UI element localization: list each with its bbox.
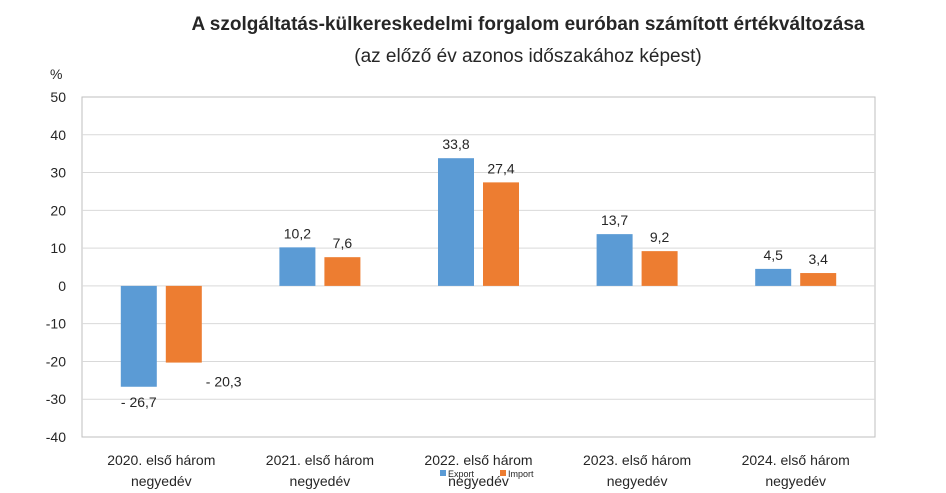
bar-import-5 (800, 273, 837, 286)
x-category-label: negyedév (448, 473, 509, 489)
data-label-import-4: 9,2 (650, 229, 670, 245)
data-label-export-5: 4,5 (763, 247, 783, 263)
y-tick-label: 0 (58, 278, 66, 294)
y-tick-label: -20 (46, 353, 66, 369)
data-label-import-2: 7,6 (333, 235, 353, 251)
data-label-import-5: 3,4 (808, 251, 828, 267)
bar-export-4 (596, 234, 633, 286)
chart-title: A szolgáltatás-külkereskedelmi forgalom … (191, 14, 865, 35)
y-tick-label: 50 (50, 89, 66, 105)
legend-label-export: Export (448, 469, 475, 479)
legend-swatch-import (500, 470, 506, 476)
bar-export-1 (120, 285, 157, 387)
y-tick-label: 30 (50, 165, 66, 181)
x-category-label: negyedév (290, 473, 351, 489)
data-label-export-1: - 26,7 (121, 394, 157, 410)
legend-swatch-export (440, 470, 446, 476)
y-tick-label: -10 (46, 316, 66, 332)
x-category-label: negyedév (765, 473, 826, 489)
x-category-label: 2022. első három (424, 452, 532, 468)
bar-import-1 (165, 285, 202, 363)
bar-export-2 (279, 247, 316, 286)
data-label-export-2: 10,2 (284, 225, 311, 241)
data-label-import-1: - 20,3 (206, 374, 242, 390)
y-tick-label: -40 (46, 429, 66, 445)
x-category-label: negyedév (607, 473, 668, 489)
plot-frame (81, 96, 876, 438)
y-tick-label: 20 (50, 202, 66, 218)
data-label-import-3: 27,4 (487, 160, 514, 176)
data-label-export-4: 13,7 (601, 212, 628, 228)
legend-label-import: Import (508, 469, 534, 479)
bar-export-3 (438, 158, 474, 286)
x-category-label: 2020. első három (107, 452, 215, 468)
x-category-label: negyedév (131, 473, 192, 489)
x-category-label: 2023. első három (583, 452, 691, 468)
x-category-label: 2024. első három (742, 452, 850, 468)
bar-import-4 (641, 251, 678, 286)
y-tick-label: 10 (50, 240, 66, 256)
y-tick-label: -30 (46, 391, 66, 407)
y-axis-unit-label: % (50, 66, 62, 82)
bar-import-3 (483, 182, 519, 286)
chart-subtitle: (az előző év azonos időszakához képest) (354, 46, 702, 67)
bar-export-5 (755, 268, 792, 286)
y-tick-label: 40 (50, 127, 66, 143)
x-category-label: 2021. első három (266, 452, 374, 468)
bar-import-2 (324, 257, 361, 286)
data-label-export-3: 33,8 (442, 136, 469, 152)
